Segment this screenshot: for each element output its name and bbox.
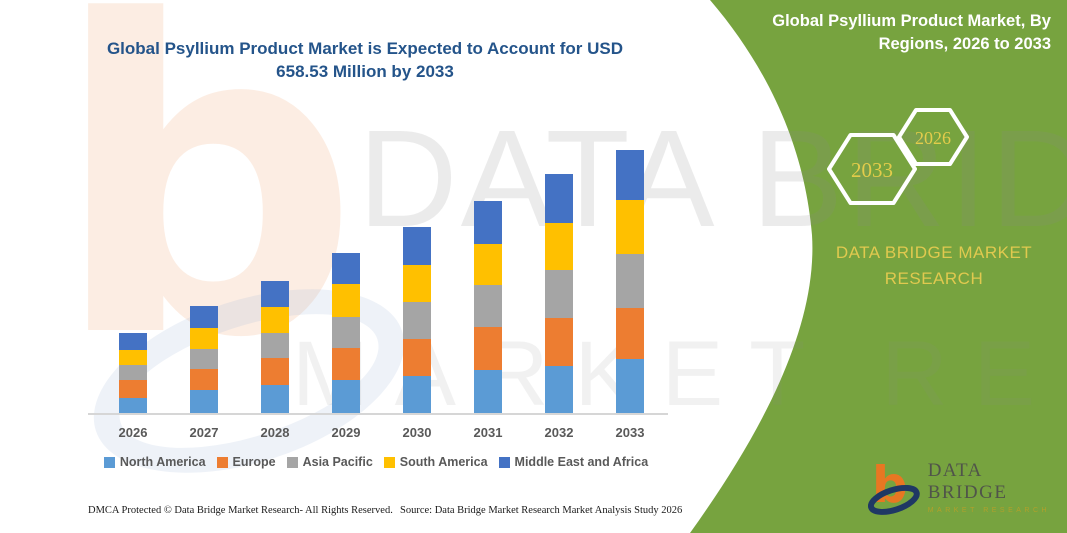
bar-segment-2033-middle-east-and-africa [616,149,644,201]
bar-segment-2031-middle-east-and-africa [474,201,502,244]
x-axis-label-2030: 2030 [402,425,432,440]
bar-segment-2031-north-america [474,369,502,413]
bar-segment-2032-north-america [545,365,573,413]
bar-segment-2029-middle-east-and-africa [332,253,360,285]
legend-swatch [383,456,395,468]
bar-segment-2026-middle-east-and-africa [119,333,147,350]
legend-item-asia-pacific: Asia Pacific [286,455,373,469]
x-axis-label-2029: 2029 [331,425,361,440]
legend-label: Asia Pacific [302,455,373,469]
x-axis-label-2032: 2032 [544,425,574,440]
bar-segment-2029-asia-pacific [332,317,360,349]
hexagon-2033 [827,133,917,205]
logo-name: DATA BRIDGE [927,460,1008,503]
footer-dmca-text: DMCA Protected © Data Bridge Market Rese… [88,505,393,516]
bar-segment-2033-north-america [616,358,644,413]
legend-swatch [103,456,115,468]
bar-segment-2032-middle-east-and-africa [545,173,573,223]
bar-segment-2031-asia-pacific [474,284,502,328]
bar-segment-2031-europe [474,327,502,370]
legend-swatch [498,456,510,468]
bar-segment-2026-asia-pacific [119,365,147,381]
legend-label: Europe [232,455,276,469]
bar-segment-2028-south-america [261,306,289,334]
hexagon-2026-label: 2026 [915,128,951,148]
legend-item-south-america: South America [383,455,488,469]
bar-segment-2028-europe [261,358,289,386]
legend-label: Middle East and Africa [514,455,649,469]
bar-segment-2026-south-america [119,349,147,366]
x-axis-line [88,413,668,415]
bar-segment-2032-south-america [545,222,573,270]
right-panel-title: Global Psyllium Product Market, By Regio… [772,12,1051,54]
x-axis-label-2031: 2031 [473,425,503,440]
bar-segment-2029-europe [332,348,360,381]
bar-chart: 2026 2027 2028 2029 2030 2031 2032 2033 [88,149,668,440]
bar-segment-2032-europe [545,318,573,366]
hexagon-badges: 2033 2026 [827,108,969,205]
legend-swatch [286,456,298,468]
legend-swatch [216,456,228,468]
chart-title: Global Psyllium Product Market is Expect… [80,37,650,84]
bar-segment-2029-south-america [332,284,360,318]
chart-title-line1: Global Psyllium Product Market is Expect… [106,39,624,58]
bar-segment-2027-south-america [190,328,218,349]
bar-segment-2031-south-america [474,243,502,285]
bar-segment-2026-north-america [119,397,147,413]
x-axis-label-2033: 2033 [615,425,645,440]
footer-source-text: Source: Data Bridge Market Research Mark… [400,505,683,516]
bar-segment-2026-europe [119,380,147,398]
bar-segment-2027-north-america [190,390,218,413]
bar-segment-2030-north-america [403,376,431,413]
hexagon-2033-label: 2033 [851,158,893,182]
chart-title-line2: 658.53 Million by 2033 [276,62,454,82]
bar-segment-2027-middle-east-and-africa [190,306,218,329]
bar-segment-2028-middle-east-and-africa [261,281,289,307]
bar-segment-2030-asia-pacific [403,301,431,339]
bar-segment-2033-europe [616,308,644,359]
legend-label: North America [119,455,206,469]
company-logo: b DATA BRIDGE MARKET RESEARCH [868,458,1067,516]
x-axis-label-2026: 2026 [118,425,148,440]
legend-label: South America [399,455,488,469]
bar-segment-2030-middle-east-and-africa [403,227,431,265]
bar-segment-2033-south-america [616,200,644,254]
bar-segment-2032-asia-pacific [545,269,573,319]
logo-b-icon: b [868,458,920,515]
bar-segment-2028-north-america [261,385,289,413]
bar-segment-2030-south-america [403,264,431,302]
green-panel-path [690,0,1067,533]
bar-segment-2029-north-america [332,380,360,413]
x-axis-label-2027: 2027 [189,425,219,440]
logo-swoosh [868,484,920,515]
x-axis-label-2028: 2028 [260,425,290,440]
bar-segment-2027-asia-pacific [190,348,218,369]
bar-segment-2027-europe [190,368,218,391]
legend-item-europe: Europe [216,455,276,469]
brand-wordmark: DATA BRIDGE MARKET RESEARCH [835,243,1033,289]
hexagon-2026 [897,108,969,166]
bar-segment-2030-europe [403,338,431,377]
logo-subtitle: MARKET RESEARCH [927,507,1051,514]
bar-segment-2028-asia-pacific [261,333,289,359]
bar-segment-2033-asia-pacific [616,253,644,309]
legend-item-middle-east-and-africa: Middle East and Africa [498,455,649,469]
legend-item-north-america: North America [103,455,206,469]
chart-legend: North America Europe Asia Pacific South Ame… [80,455,672,469]
